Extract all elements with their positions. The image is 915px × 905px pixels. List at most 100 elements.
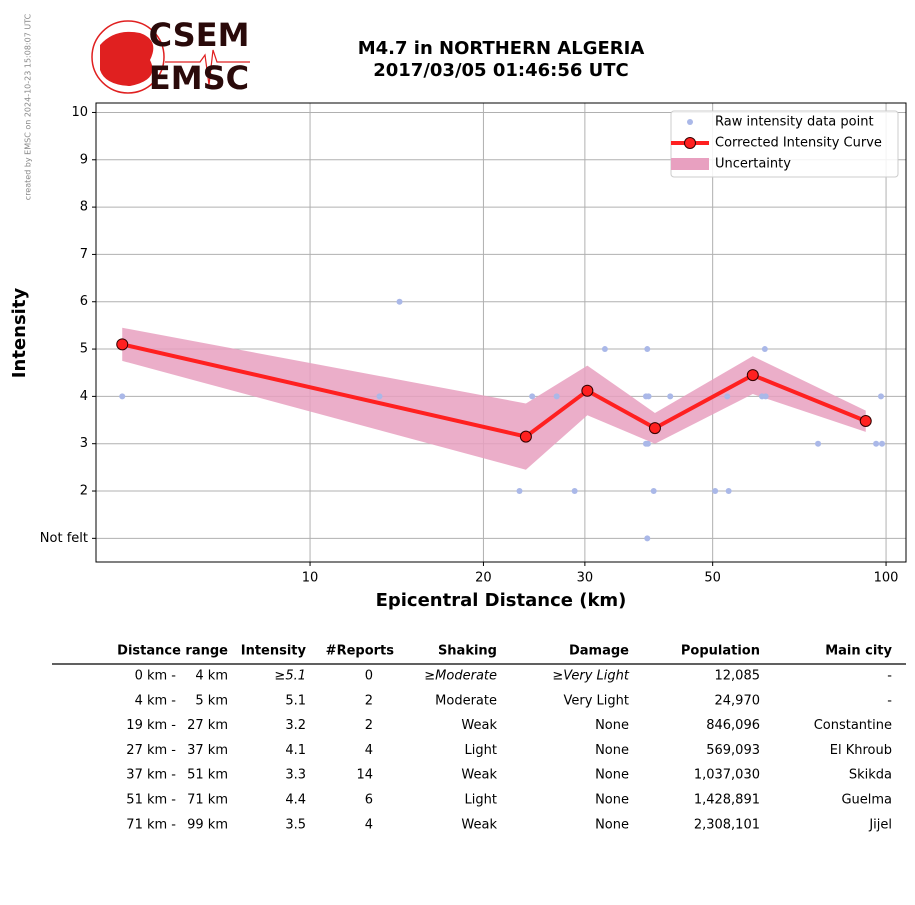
x-axis-label: Epicentral Distance (km) bbox=[376, 590, 627, 611]
table-cell: ≥Moderate bbox=[424, 669, 497, 684]
table-cell: None bbox=[595, 768, 629, 783]
curve-marker bbox=[519, 430, 532, 443]
data-point bbox=[725, 488, 732, 495]
curve-marker bbox=[581, 384, 594, 397]
uncertainty-band bbox=[122, 327, 866, 470]
curve-marker bbox=[116, 338, 129, 351]
table-cell: 24,970 bbox=[715, 693, 761, 708]
plot-frame bbox=[95, 102, 907, 563]
table-cell: None bbox=[595, 743, 629, 758]
table-cell: 37 km - bbox=[126, 768, 176, 783]
table-cell: 71 km - bbox=[126, 817, 176, 832]
legend-swatch bbox=[671, 158, 709, 170]
y-tick-label: 5 bbox=[80, 342, 88, 357]
data-point bbox=[878, 393, 885, 400]
table-cell: 2,308,101 bbox=[694, 817, 760, 832]
table-cell: Light bbox=[465, 743, 497, 758]
credit: created by EMSC on 2024-10-23 15:08:07 U… bbox=[24, 13, 33, 200]
table-cell: - bbox=[887, 669, 892, 684]
table-cell: Moderate bbox=[435, 693, 497, 708]
table-cell: 19 km - bbox=[126, 718, 176, 733]
logo: CSEM EMSC bbox=[91, 16, 250, 97]
y-tick-label: 6 bbox=[80, 294, 88, 309]
data-point bbox=[571, 488, 578, 495]
table-cell: 4 km - bbox=[135, 693, 177, 708]
chart-title: M4.7 in NORTHERN ALGERIA bbox=[358, 38, 645, 59]
data-point bbox=[644, 535, 651, 542]
table-header: Damage bbox=[569, 644, 629, 659]
table-cell: 14 bbox=[356, 768, 373, 783]
table-cell: 2 bbox=[365, 693, 373, 708]
x-tick-label: 10 bbox=[302, 571, 319, 586]
data-point bbox=[762, 393, 769, 400]
plot: 10 20 30 50 100 Not felt 2 3 4 5 6 7 8 9 10 Raw intensi… bbox=[40, 102, 907, 586]
data-point bbox=[667, 393, 674, 400]
data-point bbox=[516, 488, 523, 495]
table-cell: ≥5.1 bbox=[274, 669, 306, 684]
legend-swatch bbox=[687, 119, 693, 125]
table-cell: 1,428,891 bbox=[694, 793, 760, 808]
y-tick-label: 4 bbox=[80, 389, 88, 404]
data-point bbox=[645, 393, 652, 400]
table-cell: 5.1 bbox=[285, 693, 306, 708]
table-cell: Jijel bbox=[868, 817, 892, 832]
data-point bbox=[396, 298, 403, 305]
table-cell: Skikda bbox=[849, 768, 892, 783]
table-cell: 71 km bbox=[187, 793, 228, 808]
table-cell: 2 bbox=[365, 718, 373, 733]
table-header: Population bbox=[681, 644, 760, 659]
table-cell: Very Light bbox=[564, 693, 630, 708]
table-cell: Weak bbox=[461, 817, 497, 832]
data-point bbox=[712, 488, 719, 495]
logo-text: CSEM bbox=[149, 16, 250, 54]
y-tick-label: 2 bbox=[80, 484, 88, 499]
table-cell: 27 km bbox=[187, 718, 228, 733]
data-point bbox=[553, 393, 560, 400]
table-cell: 51 km bbox=[187, 768, 228, 783]
table-header: #Reports bbox=[326, 644, 395, 659]
curve-marker bbox=[648, 422, 661, 435]
data-point bbox=[529, 393, 536, 400]
curve-marker bbox=[746, 369, 759, 382]
table-cell: 4 km bbox=[195, 669, 228, 684]
table-cell: Guelma bbox=[841, 793, 892, 808]
table-cell: 3.2 bbox=[285, 718, 306, 733]
y-axis-label: Intensity bbox=[9, 288, 30, 379]
y-tick-label: 7 bbox=[80, 247, 88, 262]
table-cell: 846,096 bbox=[706, 718, 760, 733]
chart-subtitle: 2017/03/05 01:46:56 UTC bbox=[373, 60, 629, 81]
table-cell: 37 km bbox=[187, 743, 228, 758]
table-cell: None bbox=[595, 793, 629, 808]
logo-text: EMSC bbox=[149, 59, 249, 97]
table-cell: Constantine bbox=[814, 718, 892, 733]
table-header: Shaking bbox=[438, 644, 497, 659]
table-cell: 27 km - bbox=[126, 743, 176, 758]
data-point bbox=[873, 440, 880, 447]
table-cell: None bbox=[595, 817, 629, 832]
table-cell: None bbox=[595, 718, 629, 733]
table-cell: 99 km bbox=[187, 817, 228, 832]
y-tick-label: Not felt bbox=[40, 531, 88, 546]
table-cell: Weak bbox=[461, 718, 497, 733]
data-point bbox=[650, 488, 657, 495]
table-cell: Weak bbox=[461, 768, 497, 783]
table-cell: 5 km bbox=[195, 693, 228, 708]
table-cell: 1,037,030 bbox=[694, 768, 760, 783]
table-cell: 569,093 bbox=[706, 743, 760, 758]
y-tick-label: 10 bbox=[71, 105, 88, 120]
table-cell: 0 bbox=[365, 669, 373, 684]
data-point bbox=[815, 440, 822, 447]
table-header: Distance range bbox=[117, 644, 228, 659]
table-header: Main city bbox=[825, 644, 892, 659]
table-cell: 4.1 bbox=[285, 743, 306, 758]
y-tick-label: 8 bbox=[80, 200, 88, 215]
table-cell: 0 km - bbox=[135, 669, 177, 684]
legend-swatch bbox=[684, 137, 696, 149]
curve-marker bbox=[859, 414, 872, 427]
table-cell: 3.3 bbox=[285, 768, 306, 783]
table-cell: - bbox=[887, 693, 892, 708]
data-point bbox=[601, 346, 608, 353]
curve bbox=[121, 342, 867, 439]
data-point bbox=[644, 440, 651, 447]
